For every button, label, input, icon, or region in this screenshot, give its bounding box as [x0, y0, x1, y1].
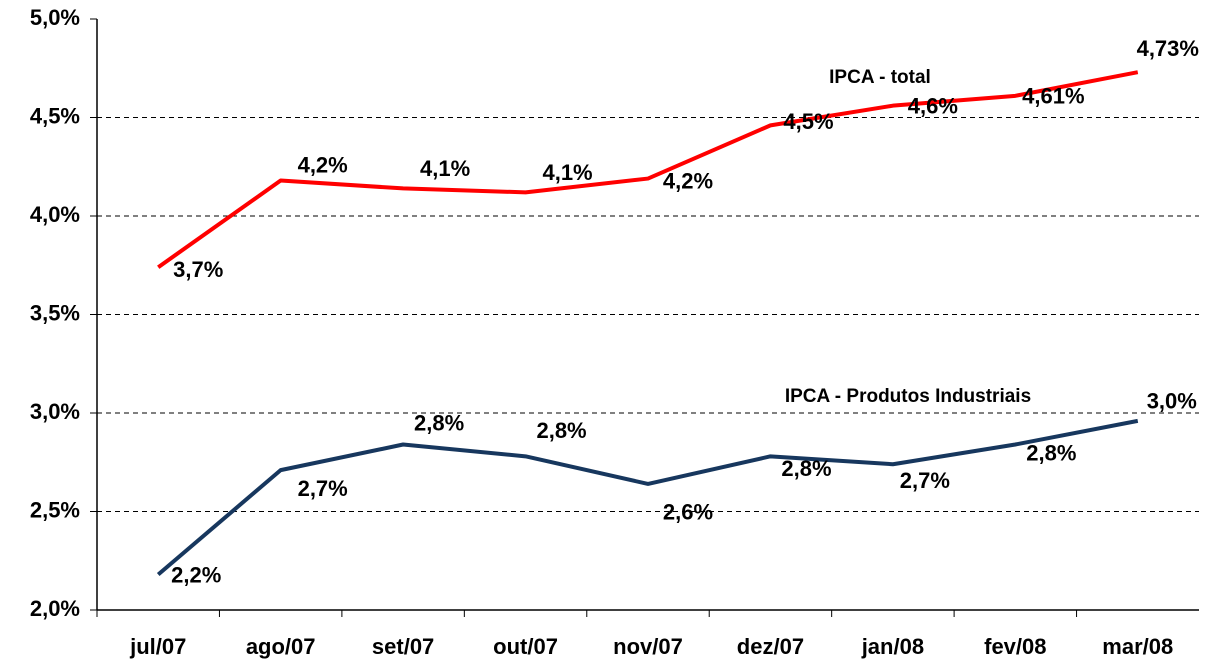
y-tick-label: 2,5%	[30, 497, 80, 522]
y-tick-label: 3,5%	[30, 300, 80, 325]
y-tick-label: 4,5%	[30, 103, 80, 128]
x-tick-label: jan/08	[861, 634, 924, 659]
data-label: 3,0%	[1147, 389, 1197, 414]
series-name: IPCA - total	[829, 67, 931, 88]
data-label: 2,7%	[900, 468, 950, 493]
data-label: 3,7%	[173, 257, 223, 282]
y-tick-label: 3,0%	[30, 399, 80, 424]
data-label: 2,2%	[171, 562, 221, 587]
data-label: 4,1%	[420, 156, 470, 181]
data-label: 4,2%	[663, 168, 713, 193]
x-tick-label: out/07	[493, 634, 558, 659]
data-label: 2,6%	[663, 500, 713, 525]
data-label: 2,8%	[1026, 440, 1076, 465]
data-label: 2,8%	[414, 410, 464, 435]
data-label: 4,61%	[1022, 84, 1084, 109]
data-label: 4,5%	[783, 109, 833, 134]
data-label: 4,1%	[542, 160, 592, 185]
x-tick-label: dez/07	[737, 634, 804, 659]
series-line	[156, 418, 1139, 577]
series-name: IPCA - Produtos Industriais	[785, 386, 1031, 407]
data-label: 4,73%	[1137, 36, 1199, 61]
y-tick-label: 2,0%	[30, 596, 80, 621]
x-tick-label: set/07	[372, 634, 434, 659]
data-label: 4,2%	[298, 152, 348, 177]
x-tick-label: jul/07	[129, 634, 186, 659]
data-label: 2,8%	[536, 418, 586, 443]
series-line	[157, 70, 1139, 269]
y-tick-label: 4,0%	[30, 202, 80, 227]
x-tick-label: fev/08	[984, 634, 1046, 659]
data-label: 4,6%	[908, 93, 958, 118]
x-tick-label: nov/07	[613, 634, 683, 659]
y-tick-label: 5,0%	[30, 5, 80, 30]
x-tick-label: ago/07	[246, 634, 316, 659]
data-label: 2,7%	[298, 476, 348, 501]
data-label: 2,8%	[781, 456, 831, 481]
x-tick-label: mar/08	[1102, 634, 1173, 659]
